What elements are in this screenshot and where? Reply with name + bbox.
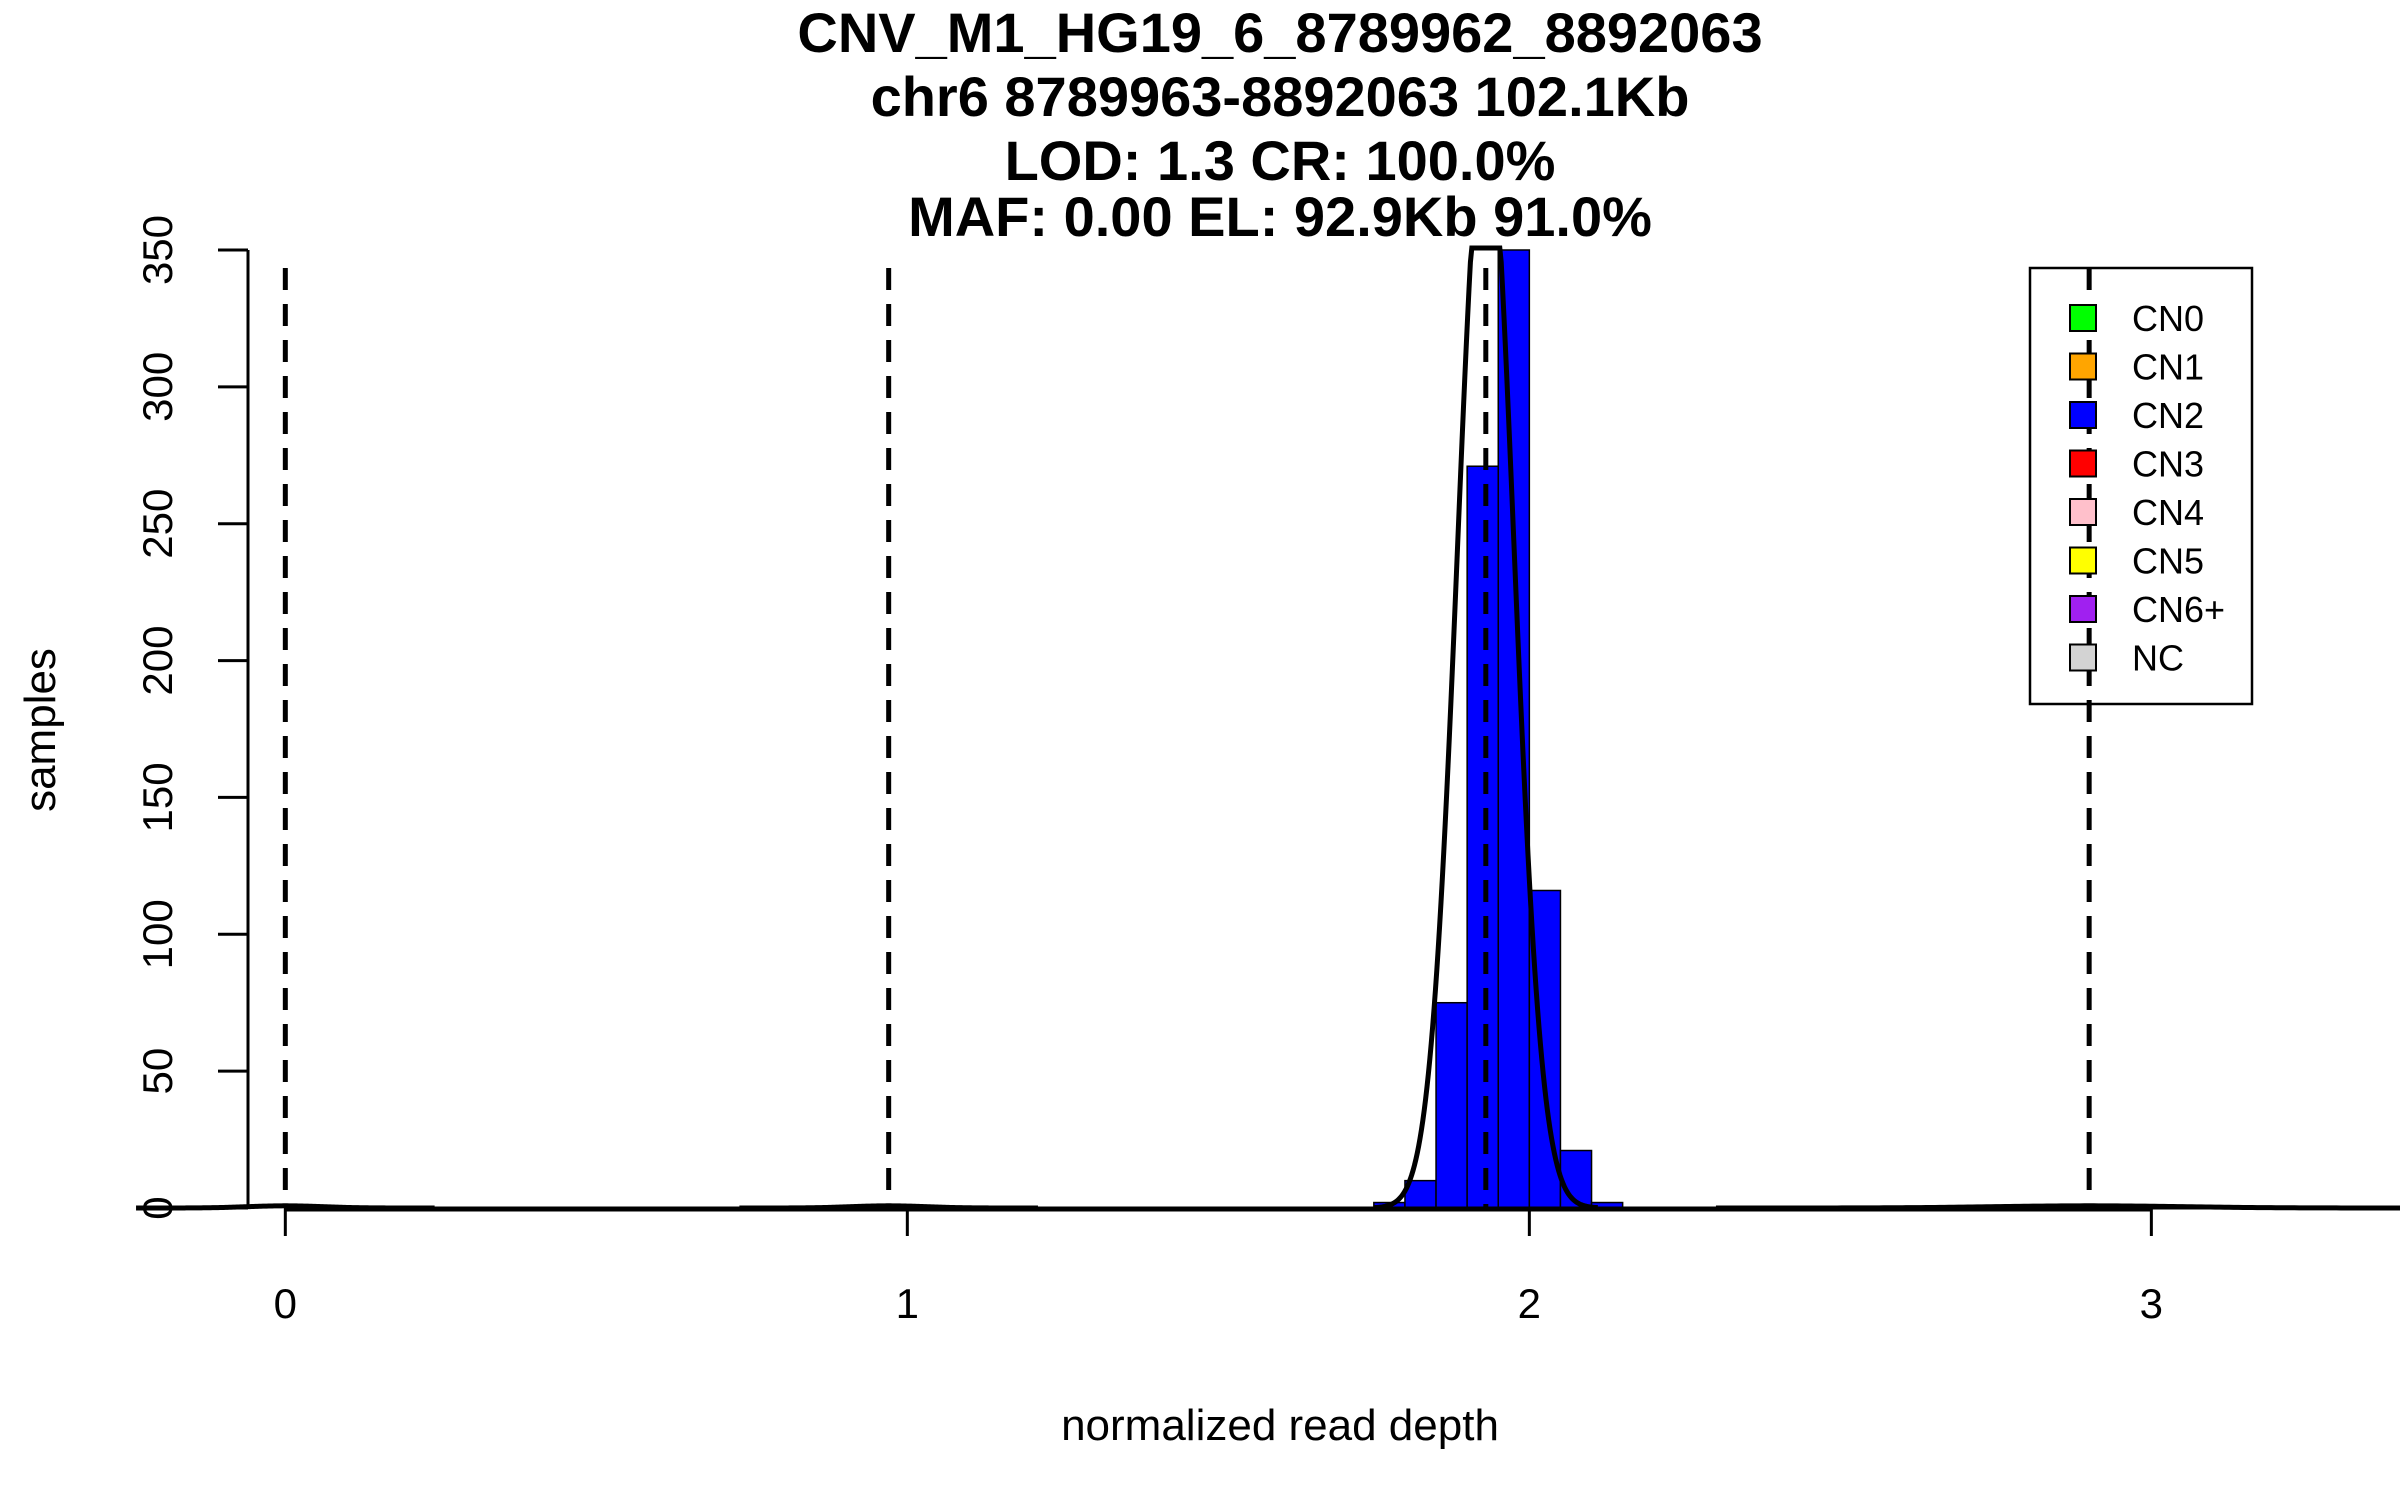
legend: CN0 CN1 CN2 CN3 CN4 CN5 CN6+ NC [2028,266,2254,706]
x-tick-label: 1 [896,1280,919,1327]
legend-swatch [2069,595,2097,623]
y-tick-label: 50 [134,1048,181,1095]
legend-label: CN2 [2132,395,2204,436]
legend-swatch [2069,401,2097,429]
x-tick-label: 2 [1518,1280,1541,1327]
legend-label: CN4 [2132,492,2204,533]
legend-swatch [2069,546,2097,575]
legend-label: CN6+ [2132,589,2225,630]
x-axis: 0 1 2 3 [274,1206,2226,1327]
legend-label: CN0 [2132,298,2204,339]
chart-title: CNV_M1_HG19_6_8789962_8892063 chr6 87899… [797,1,1762,248]
legend-swatch [2069,643,2097,672]
title-line-2: chr6 8789963-8892063 102.1Kb [871,65,1690,128]
histogram-bar [1497,249,1531,1209]
y-tick-label: 200 [134,626,181,696]
y-tick-label: 350 [134,215,181,285]
legend-swatch [2069,304,2097,332]
title-line-1: CNV_M1_HG19_6_8789962_8892063 [797,1,1762,64]
legend-label: NC [2132,638,2184,679]
y-tick-label: 0 [134,1196,181,1219]
title-line-3: LOD: 1.3 CR: 100.0% [1005,129,1556,192]
legend-box [2028,266,2254,706]
y-tick-label: 250 [134,489,181,559]
legend-label: CN3 [2132,444,2204,485]
legend-swatch [2069,498,2097,526]
y-tick-label: 150 [134,762,181,832]
x-axis-label: normalized read depth [1061,1401,1499,1450]
copy-number-dashed-lines [282,268,2092,1208]
y-axis: 0 50 100 150 200 250 300 350 [134,215,250,1220]
fit-curve [1373,245,1598,1211]
legend-swatch [2069,449,2097,478]
histogram-bar [1435,1001,1468,1209]
legend-swatch [2069,352,2097,381]
x-tick-label: 0 [274,1280,297,1327]
y-axis-label: samples [16,648,65,812]
histogram-bars [1373,249,1624,1209]
title-line-4: MAF: 0.00 EL: 92.9Kb 91.0% [908,185,1652,248]
y-tick-label: 300 [134,352,181,422]
legend-label: CN1 [2132,347,2204,388]
histogram-bar [1466,465,1499,1209]
x-tick-label: 3 [2140,1280,2163,1327]
y-tick-label: 100 [134,899,181,969]
legend-label: CN5 [2132,541,2204,582]
